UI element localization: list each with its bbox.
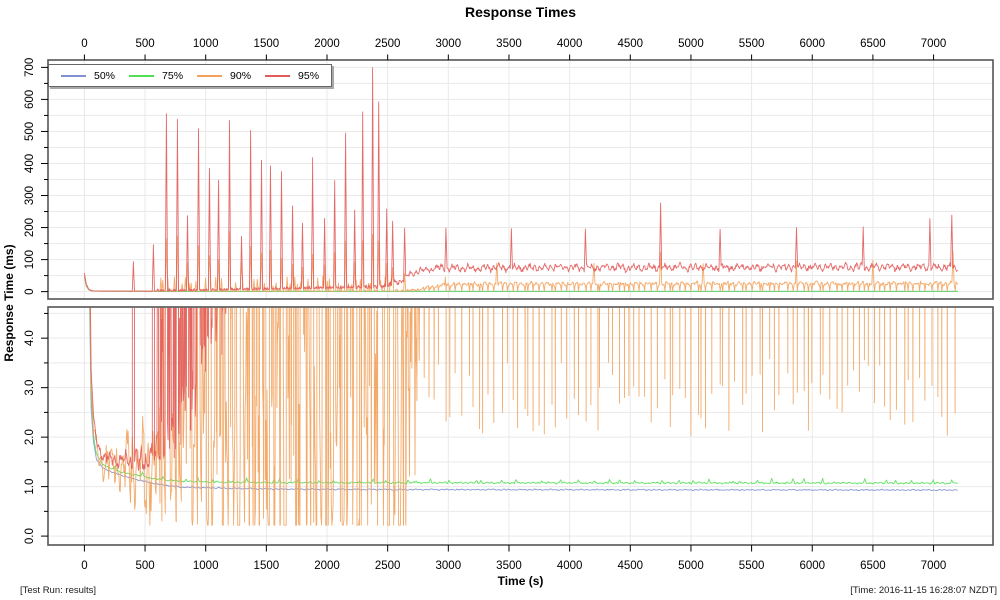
y-axis-tick-label: 1.0 — [24, 479, 36, 495]
x-axis-top-tick-label: 4500 — [617, 38, 643, 50]
x-axis-top-tick-label: 1000 — [193, 38, 219, 50]
x-axis-bottom-tick-label: 4000 — [557, 560, 583, 572]
x-axis-bottom-tick-label: 5500 — [739, 560, 765, 572]
y-axis-tick-label: 4.0 — [24, 330, 36, 346]
y-axis-title: Response Time (ms) — [2, 244, 16, 362]
x-axis-bottom-tick-label: 500 — [135, 560, 154, 572]
x-axis-top-tick-label: 4000 — [557, 38, 583, 50]
x-axis-title: Time (s) — [497, 574, 544, 588]
panel-borders — [47, 59, 994, 546]
series-line-50-panel1 — [89, 307, 958, 492]
chart-title: Response Times — [464, 4, 576, 20]
series-line-90-panel1 — [89, 307, 956, 526]
x-axis-top-tick-label: 3000 — [436, 38, 462, 50]
x-axis-top-tick-label: 6500 — [860, 38, 886, 50]
y-axis-tick-label: 0 — [24, 288, 36, 294]
series-line-75-panel0 — [83, 276, 958, 292]
x-axis-bottom-tick-label: 1000 — [193, 560, 219, 572]
x-axis-bottom-tick-label: 6000 — [799, 560, 825, 572]
legend-item-95: 95% — [265, 70, 319, 82]
legend-item-50: 50% — [61, 70, 115, 82]
legend-line-swatch — [197, 74, 223, 77]
y-axis-tick-label: 200 — [24, 218, 36, 237]
legend-label: 90% — [230, 69, 252, 82]
x-axis-top-tick-label: 0 — [81, 38, 87, 50]
x-axis-bottom-tick-label: 6500 — [860, 560, 886, 572]
gridlines — [49, 61, 992, 544]
legend-line-swatch — [265, 74, 291, 77]
legend-line-swatch — [129, 74, 155, 77]
y-axis-tick-label: 600 — [24, 90, 36, 109]
x-axis-bottom-tick-label: 3500 — [496, 560, 522, 572]
series-line-95-panel0 — [83, 67, 958, 292]
legend: 50% 75% 90% 95% — [48, 64, 333, 87]
y-axis-tick-label: 2.0 — [24, 429, 36, 445]
x-axis-bottom-tick-label: 5000 — [678, 560, 704, 572]
x-axis-top-tick-label: 2500 — [375, 38, 401, 50]
axes: 0050050010001000150015002000200025002500… — [24, 38, 946, 572]
legend-item-75: 75% — [129, 70, 183, 82]
y-axis-tick-label: 500 — [24, 122, 36, 141]
x-axis-bottom-tick-label: 2500 — [375, 560, 401, 572]
series-line-75-panel1 — [89, 307, 958, 485]
x-axis-bottom-tick-label: 3000 — [436, 560, 462, 572]
x-axis-top-tick-label: 500 — [135, 38, 154, 50]
legend-line-swatch — [61, 74, 86, 77]
y-axis-tick-label: 100 — [24, 250, 36, 269]
x-axis-top-tick-label: 2000 — [314, 38, 340, 50]
x-axis-top-tick-label: 5500 — [739, 38, 765, 50]
x-axis-bottom-tick-label: 0 — [81, 560, 87, 572]
x-axis-bottom-tick-label: 7000 — [921, 560, 947, 572]
test-run-label: [Test Run: results] — [20, 585, 97, 596]
legend-label: 75% — [162, 69, 184, 82]
x-axis-bottom-tick-label: 4500 — [617, 560, 643, 572]
x-axis-bottom-tick-label: 2000 — [314, 560, 340, 572]
y-axis-tick-label: 3.0 — [24, 380, 36, 396]
timestamp-label: [Time: 2016-11-15 16:28:07 NZDT] — [850, 585, 997, 596]
legend-item-90: 90% — [197, 70, 251, 82]
x-axis-bottom-tick-label: 1500 — [254, 560, 280, 572]
x-axis-top-tick-label: 3500 — [496, 38, 522, 50]
series-lines — [83, 67, 959, 526]
x-axis-top-tick-label: 5000 — [678, 38, 704, 50]
y-axis-tick-label: 400 — [24, 154, 36, 173]
legend-label: 50% — [94, 69, 116, 82]
x-axis-top-tick-label: 6000 — [799, 38, 825, 50]
legend-label: 95% — [298, 69, 320, 82]
y-axis-tick-label: 300 — [24, 186, 36, 205]
y-axis-tick-label: 700 — [24, 58, 36, 77]
x-axis-top-tick-label: 1500 — [254, 38, 280, 50]
x-axis-top-tick-label: 7000 — [921, 38, 947, 50]
y-axis-tick-label: 0.0 — [24, 528, 36, 544]
series-line-90-panel0 — [83, 231, 959, 293]
